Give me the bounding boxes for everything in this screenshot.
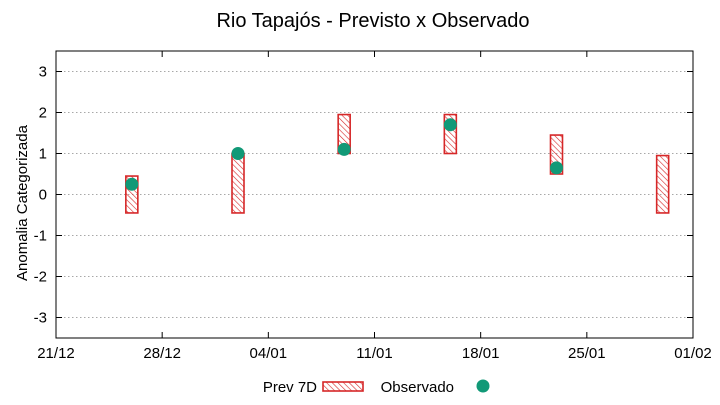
legend-label-forecast: Prev 7D xyxy=(263,379,317,396)
y-tick-label: 2 xyxy=(39,105,47,122)
forecast-bars xyxy=(125,113,670,214)
observed-points xyxy=(125,118,563,191)
observed-point xyxy=(443,118,457,132)
grid-lines xyxy=(56,71,693,318)
x-tick-label: 18/01 xyxy=(462,345,500,362)
x-tick-label: 21/12 xyxy=(37,345,75,362)
x-tick-label: 25/01 xyxy=(568,345,606,362)
x-tick-label: 04/01 xyxy=(250,345,288,362)
axis-ticks: 3 2 1 0 -1 -2 -3 21/12 28/12 04/01 11/01 18/01 25/01… xyxy=(34,51,712,362)
x-tick-label: 11/01 xyxy=(356,345,392,362)
chart-title: Rio Tapajós - Previsto x Observado xyxy=(216,10,529,32)
y-axis-label: Anomalia Categorizada xyxy=(14,124,31,281)
observed-point xyxy=(550,161,563,175)
legend: Prev 7D Observado xyxy=(263,379,490,396)
forecast-bar xyxy=(655,154,670,214)
x-tick-label: 28/12 xyxy=(143,345,181,362)
legend-swatch-forecast xyxy=(322,381,364,392)
legend-swatch-observed xyxy=(476,379,490,393)
observed-point xyxy=(231,147,245,160)
y-tick-label: -1 xyxy=(34,228,47,245)
y-tick-label: 3 xyxy=(39,64,47,81)
y-tick-label: 0 xyxy=(39,187,47,204)
y-tick-label: 1 xyxy=(39,146,47,163)
observed-point xyxy=(337,142,351,156)
forecast-bar xyxy=(231,152,245,214)
y-tick-label: -3 xyxy=(34,310,47,327)
legend-label-observed: Observado xyxy=(381,379,454,396)
observed-point xyxy=(125,177,139,191)
y-tick-label: -2 xyxy=(34,269,47,286)
x-tick-label: 01/02 xyxy=(674,345,712,362)
